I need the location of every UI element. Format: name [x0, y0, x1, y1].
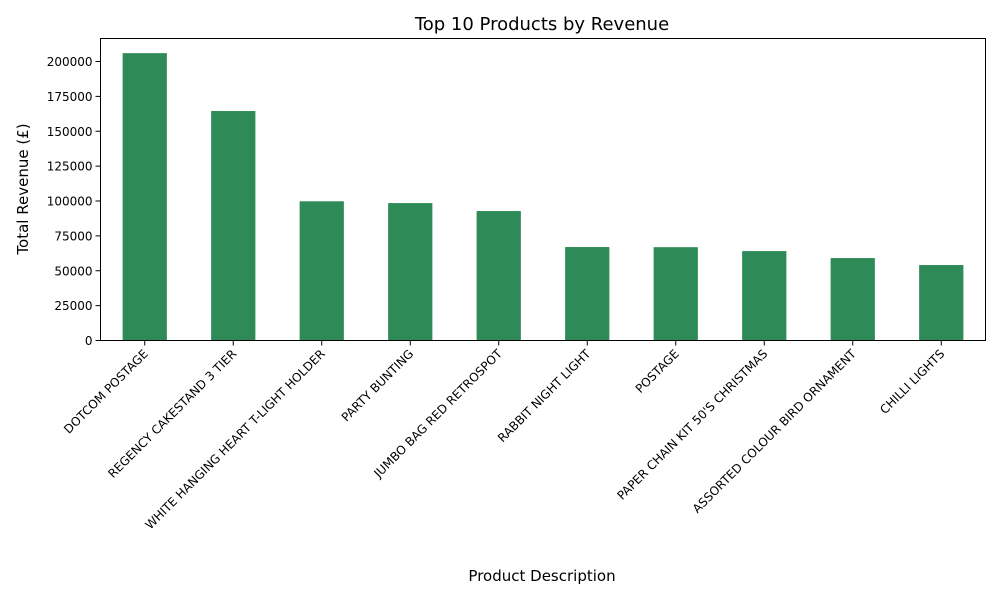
x-tick-label: CHILLI LIGHTS	[877, 347, 947, 417]
x-tick-label: WHITE HANGING HEART T-LIGHT HOLDER	[142, 347, 327, 532]
x-tick-label: PARTY BUNTING	[339, 347, 417, 425]
y-tick-label: 175000	[47, 90, 93, 104]
y-tick-label: 50000	[54, 264, 92, 278]
bar	[122, 53, 167, 341]
bar	[919, 265, 964, 341]
bar	[830, 258, 875, 341]
y-tick-label: 25000	[54, 299, 92, 313]
plot-frame	[100, 38, 986, 341]
bar	[742, 251, 787, 341]
bar	[653, 247, 698, 341]
x-tick-label: PAPER CHAIN KIT 50'S CHRISTMAS	[614, 347, 770, 503]
y-tick-label: 100000	[47, 195, 93, 209]
chart-title: Top 10 Products by Revenue	[414, 14, 669, 35]
bar	[211, 111, 256, 341]
x-axis-label: Product Description	[468, 567, 615, 585]
y-tick-label: 200000	[47, 55, 93, 69]
y-tick-label: 0	[85, 334, 93, 348]
y-tick-label: 75000	[54, 229, 92, 243]
x-tick-label: POSTAGE	[633, 347, 682, 396]
bar	[476, 211, 521, 341]
bar	[388, 203, 433, 341]
y-axis-label: Total Revenue (£)	[14, 123, 32, 255]
bar	[565, 247, 610, 341]
x-tick-label: ASSORTED COLOUR BIRD ORNAMENT	[690, 346, 860, 516]
y-tick-label: 125000	[47, 160, 93, 174]
bar	[299, 201, 344, 341]
x-tick-label: DOTCOM POSTAGE	[61, 347, 151, 437]
y-tick-label: 150000	[47, 125, 93, 139]
x-tick-label: RABBIT NIGHT LIGHT	[495, 346, 594, 445]
